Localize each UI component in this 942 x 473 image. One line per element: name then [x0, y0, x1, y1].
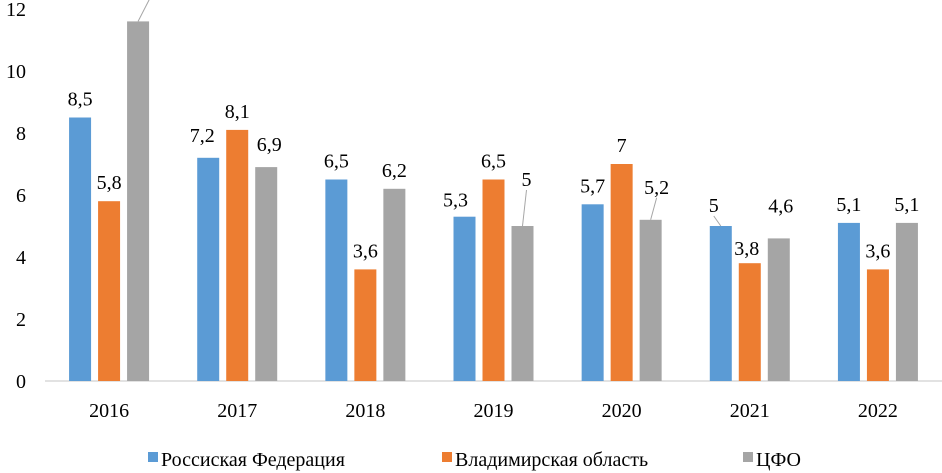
bar [511, 226, 534, 381]
data-label: 8,1 [225, 101, 250, 123]
data-label: 5,1 [836, 194, 861, 216]
data-label: 5,3 [443, 190, 468, 212]
bar [767, 238, 790, 381]
category-label: 2017 [217, 400, 257, 422]
legend: Россиская Федерация Владимирская область Ц… [148, 449, 801, 471]
data-label: 7,2 [190, 125, 215, 147]
data-label: 6,9 [257, 134, 282, 156]
data-label: 3,6 [865, 240, 890, 262]
bar [255, 167, 278, 381]
bar [127, 21, 150, 382]
leader-line [650, 197, 658, 220]
bar [610, 164, 633, 381]
category-label: 2021 [730, 400, 770, 422]
data-label: 7 [617, 135, 627, 157]
data-label: 6,5 [481, 151, 506, 173]
y-axis-ticks: 0 2 4 6 8 10 12 [6, 0, 26, 393]
data-label: 6,2 [382, 160, 407, 182]
bar [639, 219, 662, 381]
category-label: 2016 [89, 400, 129, 422]
data-label: 4,6 [768, 195, 793, 217]
category-label: 2022 [858, 400, 898, 422]
bar [69, 117, 92, 381]
category-label: 2019 [474, 400, 514, 422]
category-labels: 2016 2017 2018 2019 2020 2021 2022 [89, 400, 898, 422]
leader-line [137, 0, 150, 22]
bars [69, 21, 918, 382]
data-label: 8,5 [68, 89, 93, 111]
bar [482, 179, 505, 381]
data-label: 6,5 [324, 151, 349, 173]
legend-swatch [442, 452, 452, 462]
data-label: 5 [522, 169, 532, 191]
category-label: 2020 [602, 400, 642, 422]
bar [837, 222, 860, 381]
legend-swatch [148, 452, 158, 462]
data-label: 3,8 [734, 238, 759, 260]
bar [738, 263, 761, 381]
leader-line [713, 215, 722, 227]
y-tick-label: 4 [16, 247, 26, 269]
y-tick-label: 0 [16, 371, 26, 393]
data-label: 5,2 [644, 177, 669, 199]
bar [354, 269, 377, 381]
data-label: 5 [709, 195, 719, 217]
data-label: 3,6 [353, 240, 378, 262]
bar [581, 204, 604, 381]
bar [226, 129, 249, 381]
legend-label: Россиская Федерация [161, 449, 345, 471]
legend-swatch [743, 452, 753, 462]
y-tick-label: 12 [6, 0, 26, 21]
y-tick-label: 6 [16, 185, 26, 207]
data-labels: 8,55,87,28,16,96,53,66,25,36,55 5,775,253… [68, 89, 920, 263]
bar [709, 226, 732, 381]
y-tick-label: 8 [16, 123, 26, 145]
bar [895, 222, 918, 381]
data-label: 5,1 [894, 194, 919, 216]
bar [197, 157, 220, 381]
category-label: 2018 [345, 400, 385, 422]
leader-line [522, 189, 527, 227]
bar [866, 269, 889, 381]
data-label: 5,8 [97, 172, 122, 194]
bar [383, 188, 406, 381]
bar [98, 201, 121, 381]
legend-label: ЦФО [756, 449, 801, 471]
y-tick-label: 10 [6, 61, 26, 83]
data-label: 5,7 [580, 175, 605, 197]
bar [453, 216, 476, 381]
bar [325, 179, 348, 381]
legend-label: Владимирская область [455, 449, 648, 471]
y-tick-label: 2 [16, 309, 26, 331]
leader-lines [137, 0, 722, 227]
